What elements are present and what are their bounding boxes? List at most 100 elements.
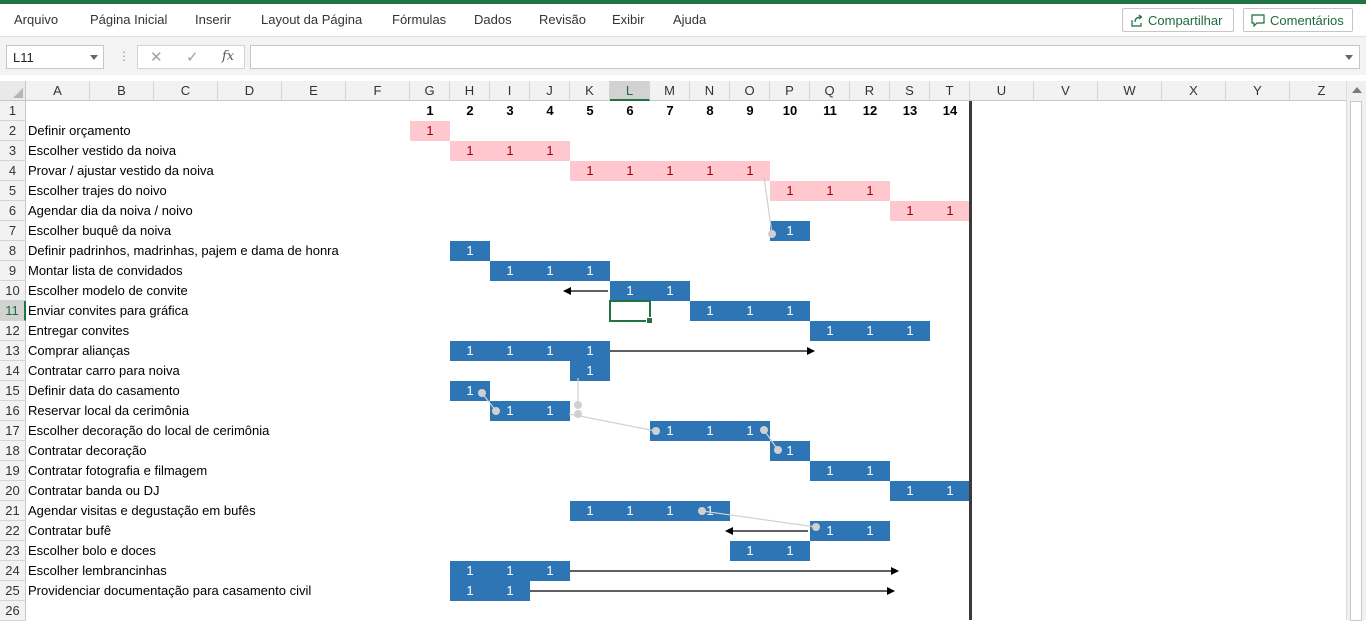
- gantt-cell[interactable]: 1: [890, 321, 930, 341]
- scroll-up-icon[interactable]: [1352, 87, 1362, 93]
- vertical-scrollbar[interactable]: [1346, 81, 1366, 621]
- column-header-u[interactable]: U: [970, 81, 1034, 101]
- column-header-v[interactable]: V: [1034, 81, 1098, 101]
- insert-function-icon[interactable]: fx: [222, 49, 235, 64]
- row-header-2[interactable]: 2: [0, 121, 26, 141]
- row-header-19[interactable]: 19: [0, 461, 26, 481]
- row-header-8[interactable]: 8: [0, 241, 26, 261]
- gantt-cell[interactable]: 1: [770, 301, 810, 321]
- gantt-cell[interactable]: 1: [570, 161, 610, 181]
- column-header-x[interactable]: X: [1162, 81, 1226, 101]
- column-header-e[interactable]: E: [282, 81, 346, 101]
- gantt-cell[interactable]: 1: [490, 261, 530, 281]
- fill-handle[interactable]: [646, 317, 653, 324]
- row-header-13[interactable]: 13: [0, 341, 26, 361]
- row-header-12[interactable]: 12: [0, 321, 26, 341]
- row-header-16[interactable]: 16: [0, 401, 26, 421]
- column-header-g[interactable]: G: [410, 81, 450, 101]
- gantt-cell[interactable]: 1: [890, 201, 930, 221]
- gantt-cell[interactable]: 1: [730, 541, 770, 561]
- gantt-cell[interactable]: 1: [610, 501, 650, 521]
- column-header-q[interactable]: Q: [810, 81, 850, 101]
- gantt-cell[interactable]: 1: [490, 341, 530, 361]
- row-header-4[interactable]: 4: [0, 161, 26, 181]
- gantt-cell[interactable]: 1: [490, 581, 530, 601]
- gantt-cell[interactable]: 1: [850, 461, 890, 481]
- column-header-n[interactable]: N: [690, 81, 730, 101]
- gantt-cell[interactable]: 1: [810, 321, 850, 341]
- gantt-cell[interactable]: 1: [450, 581, 490, 601]
- tab-pagina-inicial[interactable]: Página Inicial: [90, 12, 168, 27]
- gantt-cell[interactable]: 1: [530, 561, 570, 581]
- row-header-14[interactable]: 14: [0, 361, 26, 381]
- tab-arquivo[interactable]: Arquivo: [14, 12, 59, 27]
- row-header-15[interactable]: 15: [0, 381, 26, 401]
- row-header-11[interactable]: 11: [0, 301, 26, 321]
- gantt-cell[interactable]: 1: [610, 161, 650, 181]
- enter-icon[interactable]: ✓: [186, 49, 199, 66]
- tab-inserir[interactable]: Inserir: [195, 12, 232, 27]
- gantt-cell[interactable]: 1: [530, 141, 570, 161]
- gantt-cell[interactable]: 1: [850, 521, 890, 541]
- column-header-c[interactable]: C: [154, 81, 218, 101]
- comments-button[interactable]: Comentários: [1243, 8, 1353, 32]
- gantt-cell[interactable]: 1: [810, 181, 850, 201]
- column-header-z[interactable]: Z: [1290, 81, 1354, 101]
- tab-exibir[interactable]: Exibir: [612, 12, 645, 27]
- scrollbar-thumb[interactable]: [1350, 101, 1362, 621]
- column-header-w[interactable]: W: [1098, 81, 1162, 101]
- row-header-26[interactable]: 26: [0, 601, 26, 621]
- name-box[interactable]: L11: [6, 45, 104, 69]
- column-header-y[interactable]: Y: [1226, 81, 1290, 101]
- gantt-cell[interactable]: 1: [930, 481, 970, 501]
- tab-revisao[interactable]: Revisão: [539, 12, 586, 27]
- gantt-cell[interactable]: 1: [770, 541, 810, 561]
- column-header-t[interactable]: T: [930, 81, 970, 101]
- row-header-9[interactable]: 9: [0, 261, 26, 281]
- gantt-cell[interactable]: 1: [810, 461, 850, 481]
- row-header-21[interactable]: 21: [0, 501, 26, 521]
- column-header-m[interactable]: M: [650, 81, 690, 101]
- gantt-cell[interactable]: 1: [490, 401, 530, 421]
- row-header-7[interactable]: 7: [0, 221, 26, 241]
- gantt-cell[interactable]: 1: [690, 421, 730, 441]
- gantt-cell[interactable]: 1: [530, 261, 570, 281]
- column-header-j[interactable]: J: [530, 81, 570, 101]
- gantt-cell[interactable]: 1: [450, 241, 490, 261]
- gantt-cell[interactable]: 1: [730, 301, 770, 321]
- row-header-17[interactable]: 17: [0, 421, 26, 441]
- row-header-18[interactable]: 18: [0, 441, 26, 461]
- column-header-a[interactable]: A: [26, 81, 90, 101]
- gantt-cell[interactable]: 1: [890, 481, 930, 501]
- gantt-cell[interactable]: 1: [690, 301, 730, 321]
- gantt-cell[interactable]: 1: [770, 441, 810, 461]
- row-header-22[interactable]: 22: [0, 521, 26, 541]
- gantt-cell[interactable]: 1: [770, 181, 810, 201]
- gantt-cell[interactable]: 1: [770, 221, 810, 241]
- gantt-cell[interactable]: 1: [490, 141, 530, 161]
- row-header-5[interactable]: 5: [0, 181, 26, 201]
- gantt-cell[interactable]: 1: [450, 141, 490, 161]
- tab-layout-da-pagina[interactable]: Layout da Página: [261, 12, 363, 27]
- column-header-i[interactable]: I: [490, 81, 530, 101]
- gantt-cell[interactable]: 1: [650, 281, 690, 301]
- column-header-l[interactable]: L: [610, 81, 650, 101]
- gantt-cell[interactable]: 1: [570, 501, 610, 521]
- row-header-10[interactable]: 10: [0, 281, 26, 301]
- gantt-cell[interactable]: 1: [610, 281, 650, 301]
- tab-formulas[interactable]: Fórmulas: [392, 12, 447, 27]
- row-header-20[interactable]: 20: [0, 481, 26, 501]
- gantt-cell[interactable]: 1: [850, 181, 890, 201]
- active-cell[interactable]: [609, 300, 653, 324]
- row-header-24[interactable]: 24: [0, 561, 26, 581]
- gantt-cell[interactable]: 1: [650, 161, 690, 181]
- select-all-corner[interactable]: [0, 81, 26, 101]
- formula-input[interactable]: [250, 45, 1360, 69]
- column-header-d[interactable]: D: [218, 81, 282, 101]
- gantt-cell[interactable]: 1: [450, 341, 490, 361]
- tab-ajuda[interactable]: Ajuda: [673, 12, 707, 27]
- share-button[interactable]: Compartilhar: [1122, 8, 1234, 32]
- row-header-3[interactable]: 3: [0, 141, 26, 161]
- gantt-cell[interactable]: 1: [650, 421, 690, 441]
- column-header-h[interactable]: H: [450, 81, 490, 101]
